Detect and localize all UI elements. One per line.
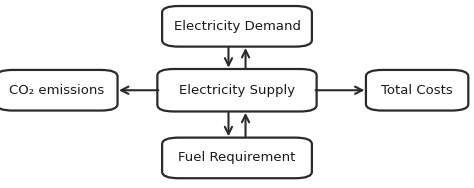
FancyBboxPatch shape <box>366 70 468 111</box>
Text: CO₂ emissions: CO₂ emissions <box>9 84 104 97</box>
FancyBboxPatch shape <box>162 138 312 178</box>
FancyBboxPatch shape <box>0 70 118 111</box>
Text: Electricity Supply: Electricity Supply <box>179 84 295 97</box>
FancyBboxPatch shape <box>157 69 317 111</box>
FancyBboxPatch shape <box>162 6 312 47</box>
Text: Total Costs: Total Costs <box>381 84 453 97</box>
Text: Fuel Requirement: Fuel Requirement <box>178 151 296 164</box>
Text: Electricity Demand: Electricity Demand <box>173 20 301 33</box>
